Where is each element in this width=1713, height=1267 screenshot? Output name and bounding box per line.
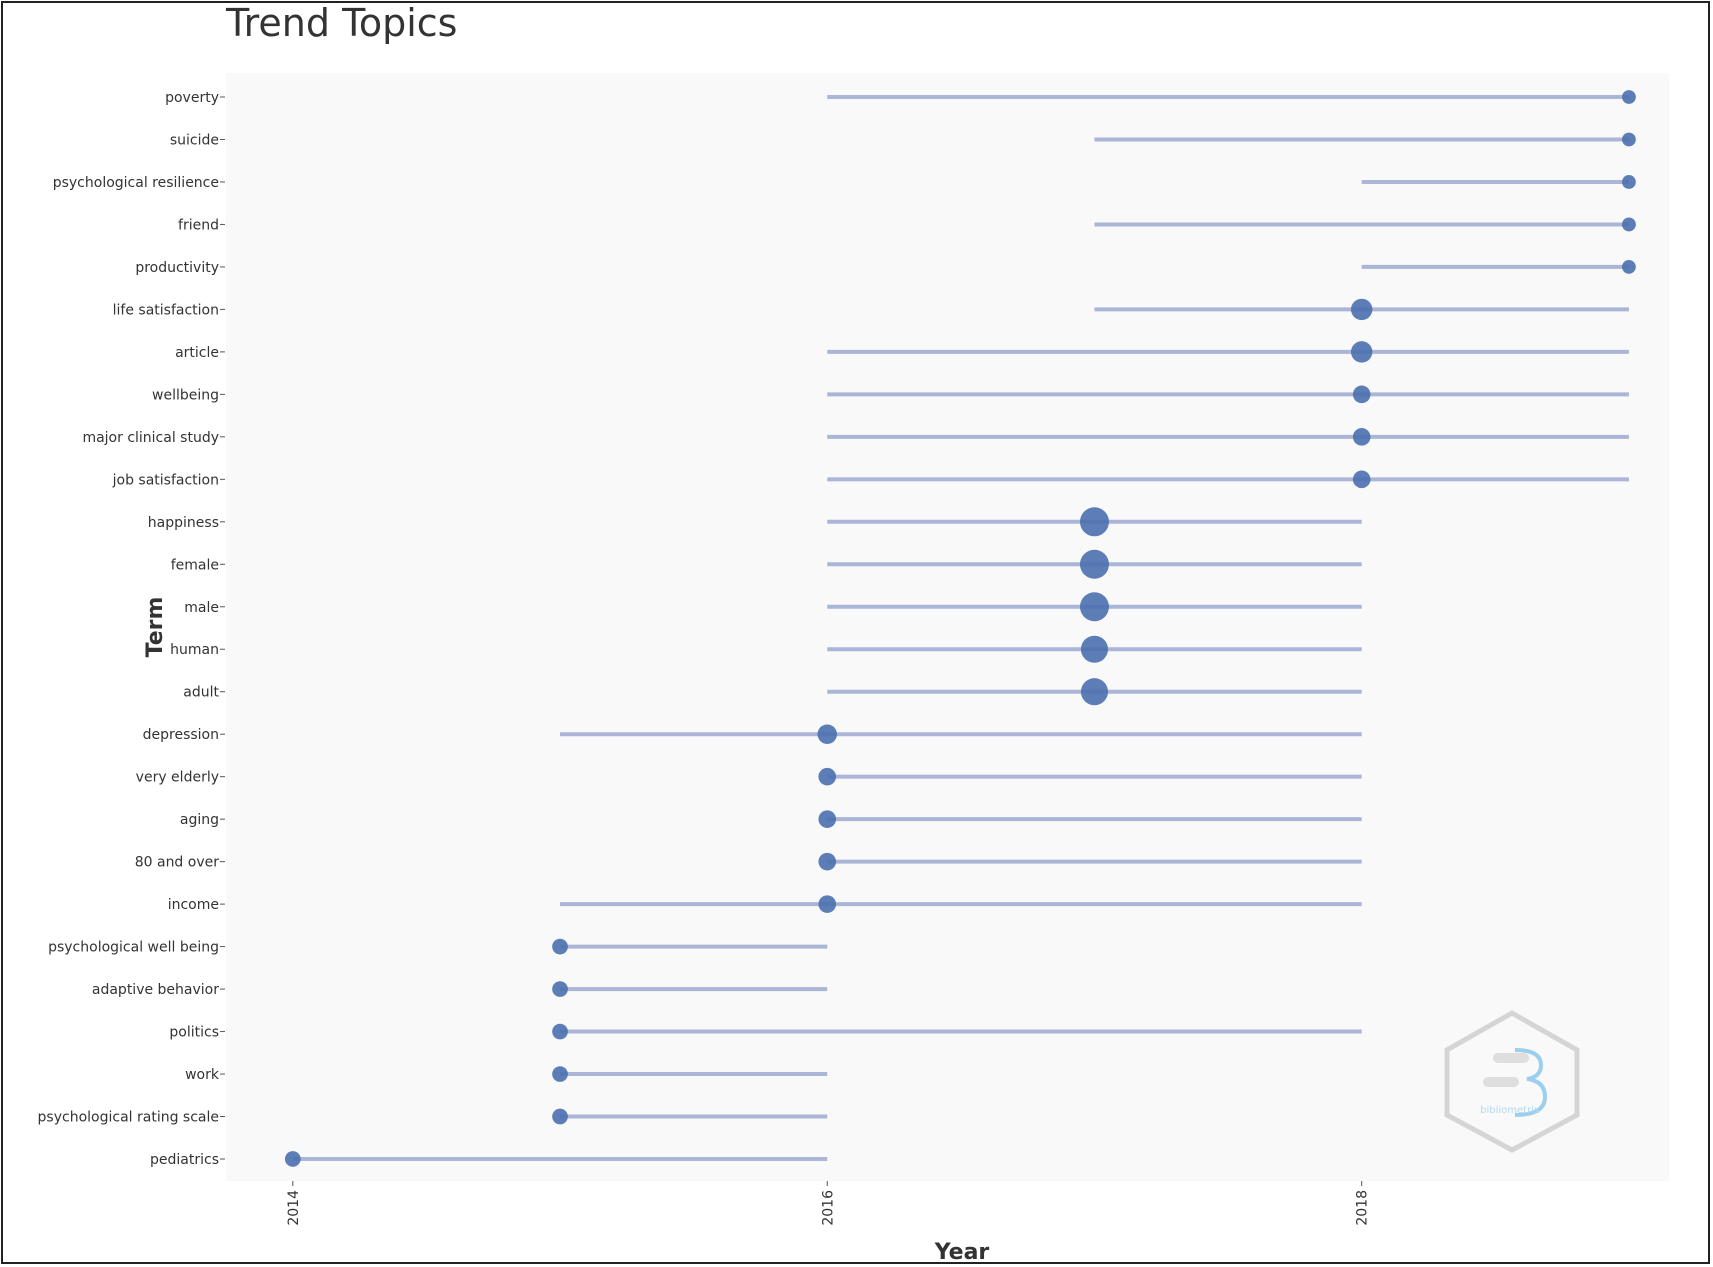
y-tick-label: productivity [135, 260, 219, 276]
y-tick-label: article [175, 345, 219, 361]
chart-title: Trend Topics [225, 1, 457, 45]
point-male [1079, 592, 1109, 622]
x-axis-title: Year [934, 1240, 990, 1265]
y-tick-label: income [168, 897, 219, 913]
point-productivity [1622, 260, 1636, 274]
y-tick-label: adaptive behavior [92, 982, 219, 998]
x-tick-label: 2016 [820, 1190, 836, 1226]
point-politics [552, 1023, 568, 1040]
point-layer [284, 90, 1636, 1167]
y-tick-label: suicide [170, 132, 219, 148]
y-tick-label: major clinical study [82, 430, 219, 446]
point-work [552, 1066, 568, 1082]
point-income [818, 895, 837, 913]
y-tick-label: job satisfaction [112, 472, 219, 488]
plot-area [226, 73, 1669, 1181]
point-article [1350, 341, 1373, 363]
y-tick-labels: poverty suicide psychological resilience fr… [38, 90, 225, 1168]
point-psychological-rating-scale [552, 1108, 568, 1125]
y-tick-label: wellbeing [152, 387, 219, 403]
y-axis-title: Term [143, 597, 168, 658]
point-friend [1622, 217, 1636, 232]
point-80-and-over [818, 852, 837, 871]
segment-layer [292, 95, 1629, 1161]
point-suicide [1622, 132, 1636, 147]
y-tick-label: adult [183, 685, 219, 701]
y-tick-label: psychological rating scale [38, 1110, 219, 1126]
y-tick-label: human [170, 642, 219, 658]
point-very-elderly [818, 767, 837, 786]
x-tick-labels: 2014 2016 2018 [286, 1181, 1371, 1226]
y-tick-label: 80 and over [135, 855, 220, 871]
bibliometrix-logo: bibliometrix [1444, 1010, 1580, 1153]
point-major-clinical-study [1352, 428, 1371, 446]
y-tick-label: aging [180, 812, 219, 828]
y-tick-label: happiness [148, 515, 219, 531]
y-tick-label: pediatrics [150, 1152, 219, 1168]
point-poverty [1622, 90, 1636, 104]
point-life-satisfaction [1350, 298, 1373, 321]
point-psychological-well-being [552, 938, 568, 955]
y-tick-label: poverty [165, 90, 219, 106]
x-tick-label: 2018 [1355, 1190, 1371, 1226]
y-tick-label: psychological resilience [53, 175, 219, 191]
point-wellbeing [1352, 385, 1371, 404]
point-happiness [1079, 507, 1109, 537]
watermark-text: bibliometrix [1480, 1105, 1540, 1116]
point-psychological-resilience [1622, 175, 1636, 189]
point-depression [817, 724, 837, 744]
y-tick-label: depression [143, 727, 219, 743]
point-adult [1080, 678, 1109, 706]
point-adaptive-behavior [552, 981, 568, 997]
y-tick-label: very elderly [136, 770, 219, 786]
point-female [1079, 549, 1109, 579]
point-aging [818, 810, 837, 828]
point-pediatrics [284, 1151, 301, 1167]
y-tick-label: friend [178, 217, 219, 233]
y-tick-label: life satisfaction [113, 302, 219, 318]
y-tick-label: female [171, 557, 219, 573]
point-job-satisfaction [1352, 470, 1371, 489]
point-human [1080, 635, 1109, 663]
x-tick-label: 2014 [286, 1190, 302, 1226]
y-tick-label: politics [169, 1025, 219, 1041]
y-tick-label: psychological well being [48, 940, 219, 956]
y-tick-label: male [184, 600, 219, 616]
y-tick-label: work [185, 1067, 220, 1083]
